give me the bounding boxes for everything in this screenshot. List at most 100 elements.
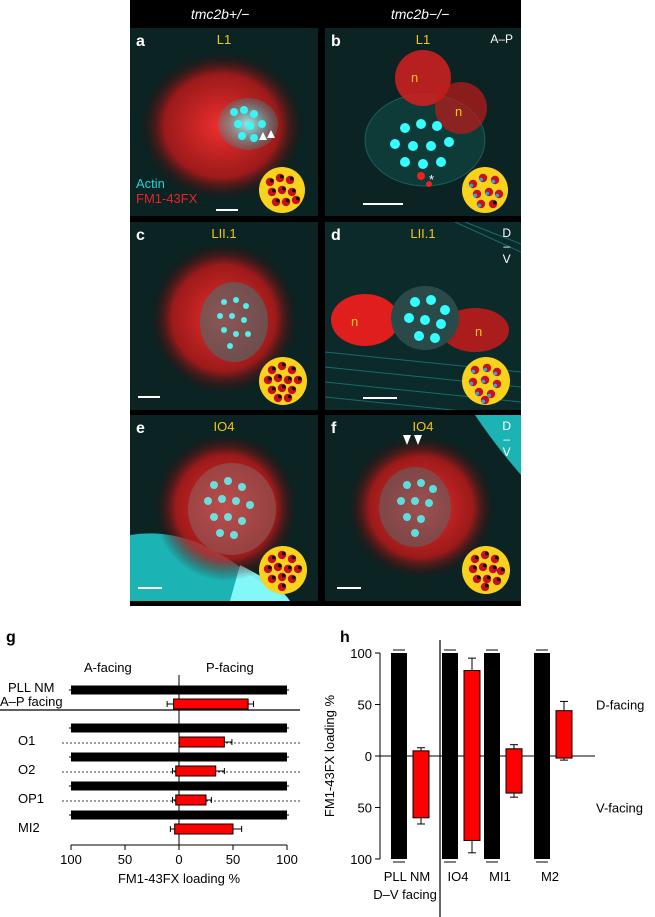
- x-tick-label: 50: [226, 852, 240, 867]
- region-label: LII.1: [211, 226, 237, 241]
- y-tick-label: 100: [350, 852, 372, 867]
- panel-c-image: [130, 222, 318, 410]
- kinocilium-dot: [494, 555, 499, 560]
- kinocilium-dot: [277, 394, 282, 399]
- kinocilium-dot: [275, 198, 280, 203]
- scale-bar: [138, 396, 160, 398]
- kinocilium-dot: [291, 386, 296, 391]
- legend-actin: Actin: [136, 176, 165, 191]
- kinocilium-dot: [269, 178, 274, 183]
- kinocilium-dot: [271, 188, 276, 193]
- kinocilium-dot: [271, 366, 276, 371]
- bar-mut: [463, 670, 481, 841]
- orientation-label: D – V: [502, 226, 511, 266]
- kinocilium-dot: [297, 565, 302, 570]
- kinocilium-dot: [291, 555, 296, 560]
- region-label: L1: [415, 32, 431, 47]
- kinocilium-dot: [485, 191, 490, 196]
- bar-mut: [505, 748, 523, 794]
- panel-e: e IO4: [130, 415, 318, 601]
- bar-mut: [174, 823, 234, 835]
- hair-cell-schematic-inset: [462, 546, 510, 594]
- kinocilium-dot: [267, 376, 272, 381]
- panel-label: c: [136, 227, 145, 244]
- panel-label: d: [331, 227, 341, 244]
- kinocilium-dot: [473, 193, 478, 198]
- category-label-line2: A–P facing: [0, 694, 63, 709]
- column-header-het: tmc2b+/−: [190, 6, 250, 22]
- panel-a: a L1 Actin FM1-43FX: [130, 28, 318, 216]
- kinocilium-dot: [289, 176, 294, 181]
- chart-h: 100 50 0 50 100 FM1-43FX loading % PLL NM IO4 MI…: [322, 640, 644, 917]
- kinocilium-dot: [277, 563, 282, 568]
- arrowhead-icon: [267, 130, 275, 138]
- kinocilium-dot: [475, 391, 480, 396]
- panel-label: e: [136, 420, 145, 437]
- kinocilium-dot: [287, 394, 292, 399]
- y-tick-label: 100: [350, 646, 372, 661]
- orientation-label: A–P: [490, 32, 513, 46]
- kinocilium-dot: [482, 563, 487, 568]
- kinocilium-dot: [493, 371, 498, 376]
- bar-het: [442, 653, 458, 859]
- panel-c: c LII.1: [130, 222, 318, 410]
- kinocilium-dot: [271, 555, 276, 560]
- kinocilium-dot: [281, 573, 286, 578]
- panel-label-g: g: [6, 629, 16, 646]
- neuromast-nucleus-label: n: [455, 104, 463, 119]
- kinocilium-dot: [281, 384, 286, 389]
- bar-het: [484, 653, 500, 859]
- kinocilium-dot: [471, 369, 476, 374]
- kinocilium-dot: [281, 186, 286, 191]
- kinocilium-dot: [493, 383, 498, 388]
- category-label: PLL NM: [384, 869, 430, 884]
- legend-fm1-43fx: FM1-43FX: [136, 191, 198, 206]
- panel-label: a: [136, 33, 145, 50]
- y-tick-label: 50: [358, 801, 372, 816]
- bar-het: [71, 810, 287, 820]
- kinocilium-dot: [281, 362, 286, 367]
- orientation-label: D – V: [502, 419, 511, 459]
- bar-mut: [555, 710, 573, 759]
- panel-d: d LII.1 D – V n n: [325, 222, 521, 410]
- bar-het: [391, 653, 407, 859]
- kinocilium-dot: [277, 374, 282, 379]
- p-facing-heading: P-facing: [206, 660, 254, 675]
- kinocilium-dot: [492, 200, 497, 205]
- kinocilium-dot: [492, 565, 497, 570]
- category-label: MI1: [489, 869, 511, 884]
- kinocilium-dot: [486, 575, 491, 580]
- bar-het: [71, 752, 287, 762]
- scale-bar: [337, 587, 361, 589]
- a-facing-heading: A-facing: [84, 660, 132, 675]
- kinocilium-dot: [484, 583, 489, 588]
- kinocilium-dot: [469, 183, 474, 188]
- microscopy-figure: tmc2b+/− tmc2b−/−: [130, 0, 521, 606]
- x-tick-label: 100: [60, 852, 82, 867]
- kinocilium-dot: [295, 196, 300, 201]
- region-label: L1: [216, 32, 232, 47]
- bar-het: [71, 723, 287, 733]
- kinocilium-dot: [281, 551, 286, 556]
- kinocilium-dot: [472, 565, 477, 570]
- column-header-mut: tmc2b−/−: [390, 6, 450, 22]
- bar-mut: [178, 736, 225, 748]
- kinocilium-dot: [287, 565, 292, 570]
- category-label: MI2: [18, 820, 40, 835]
- category-label: IO4: [448, 869, 469, 884]
- bar-het: [71, 781, 287, 791]
- neuromast-nucleus-label: n: [351, 314, 359, 329]
- y-axis-label: FM1-43FX loading %: [322, 695, 337, 818]
- x-tick-label: 0: [175, 852, 182, 867]
- hair-cell-schematic-inset: [462, 167, 508, 213]
- panel-f: f IO4 D – V: [325, 415, 521, 601]
- kinocilium-dot: [487, 393, 492, 398]
- panel-label: b: [331, 33, 341, 50]
- kinocilium-dot: [291, 366, 296, 371]
- y-tick-label: 0: [365, 749, 372, 764]
- bar-mut: [412, 750, 430, 819]
- arrowhead-icon: [259, 132, 267, 140]
- kinocilium-dot: [287, 376, 292, 381]
- panel-label-h: h: [340, 629, 350, 646]
- kinocilium-dot: [477, 203, 482, 208]
